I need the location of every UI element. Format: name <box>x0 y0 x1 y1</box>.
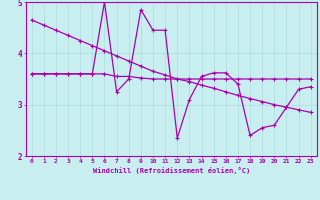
X-axis label: Windchill (Refroidissement éolien,°C): Windchill (Refroidissement éolien,°C) <box>92 167 250 174</box>
